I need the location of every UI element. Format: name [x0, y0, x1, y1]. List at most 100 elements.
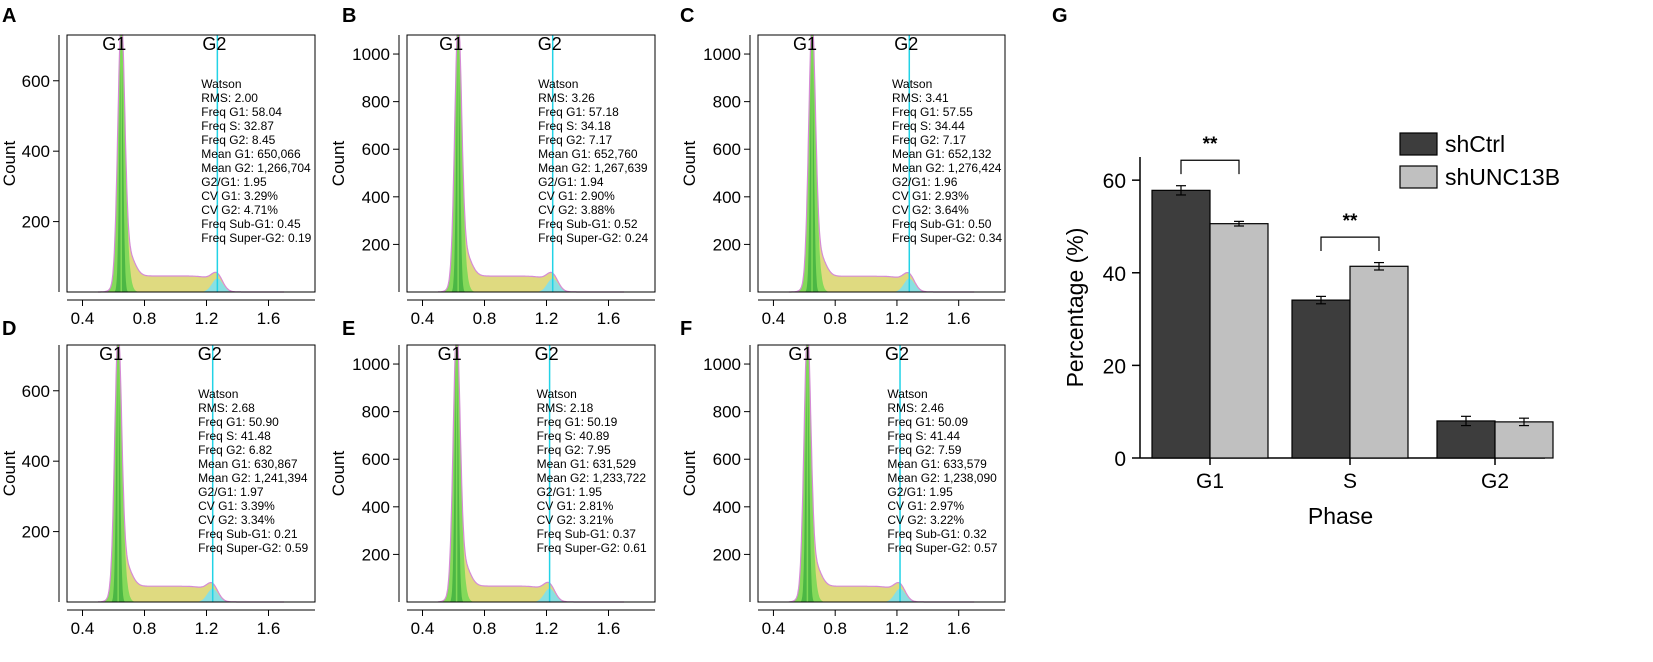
x-tick-label: 0.8	[823, 309, 847, 328]
stats-line: Freq Sub-G1: 0.52	[538, 217, 638, 231]
bar-shunc13b-s	[1349, 265, 1409, 459]
x-tick-label: 0.8	[473, 619, 497, 638]
bar-chart-g: 0 20 40 60 Percentage (%) G1 S G2 Phase ** ** shCtr…	[1062, 131, 1560, 529]
stats-line: CV G2: 4.71%	[201, 203, 278, 217]
stats-line: Freq G1: 50.19	[537, 415, 618, 429]
stats-line: Watson	[538, 77, 578, 91]
stats-line: G2/G1: 1.95	[201, 175, 267, 189]
stats-line: Mean G1: 633,579	[887, 457, 987, 471]
stats-line: RMS: 3.41	[892, 91, 949, 105]
x-tick-label: 0.8	[133, 619, 157, 638]
y-tick-label: 400	[22, 142, 50, 161]
stats-line: Freq Sub-G1: 0.32	[887, 527, 987, 541]
x-tick-label: 1.6	[257, 619, 281, 638]
y-tick-label: 600	[22, 72, 50, 91]
bar-shunc13b-g2	[1494, 421, 1554, 459]
peak-label-g2: G2	[202, 34, 226, 54]
stats-line: RMS: 2.18	[537, 401, 594, 415]
y-axis-title: Count	[329, 141, 348, 187]
stats-line: Freq Super-G2: 0.24	[538, 231, 648, 245]
histogram-panel-d: G1 G2 0.4 0.8 1.2 1.6 200 400 600 Count WatsonRMS:…	[0, 344, 316, 638]
stats-line: Freq G1: 50.90	[198, 415, 279, 429]
peak-label-g1: G1	[438, 344, 462, 364]
significance-label: **	[1343, 211, 1358, 232]
x-tick-label: 0.4	[411, 309, 435, 328]
stats-line: Watson	[198, 387, 238, 401]
y-tick-label: 400	[362, 188, 390, 207]
x-tick-label: 0.4	[762, 309, 786, 328]
stats-line: Freq S: 41.48	[198, 429, 271, 443]
stats-line: CV G2: 3.22%	[887, 513, 964, 527]
y-tick-label: 1000	[352, 355, 390, 374]
stats-line: G2/G1: 1.96	[892, 175, 958, 189]
stats-line: CV G1: 3.39%	[198, 499, 275, 513]
g-y-tick-label: 0	[1114, 448, 1126, 471]
bar-shctrl-g2	[1436, 420, 1496, 459]
panel-label-a: A	[2, 5, 16, 27]
stats-line: Freq S: 34.18	[538, 119, 611, 133]
x-tick-label: 0.4	[71, 309, 95, 328]
histogram-panel-e: G1 G2 0.4 0.8 1.2 1.6 200 400 600 800 1000 Count Wat…	[329, 344, 656, 638]
g-x-tick-label: S	[1343, 470, 1357, 493]
stats-line: CV G2: 3.21%	[537, 513, 614, 527]
stats-line: Watson	[537, 387, 577, 401]
stats-line: Freq Super-G2: 0.34	[892, 231, 1002, 245]
stats-line: Watson	[892, 77, 932, 91]
peak-label-g2: G2	[538, 34, 562, 54]
histogram-g1-core-b	[438, 47, 624, 293]
g-x-tick-label: G1	[1196, 470, 1224, 493]
stats-line: RMS: 2.46	[887, 401, 944, 415]
y-axis-title: Count	[0, 451, 19, 497]
stats-line: RMS: 2.68	[198, 401, 255, 415]
stats-line: RMS: 2.00	[201, 91, 258, 105]
stats-line: Freq Super-G2: 0.57	[887, 541, 997, 555]
stats-line: Mean G2: 1,233,722	[537, 471, 647, 485]
plot-frame	[406, 34, 656, 293]
y-axis-title: Count	[0, 141, 19, 187]
histogram-g1-core-d	[98, 359, 284, 602]
significance-bracket	[1320, 236, 1380, 252]
stats-line: Watson	[201, 77, 241, 91]
peak-label-g2: G2	[894, 34, 918, 54]
stats-line: CV G1: 2.90%	[538, 189, 615, 203]
x-tick-label: 0.8	[473, 309, 497, 328]
x-tick-label: 1.2	[195, 619, 219, 638]
stats-line: RMS: 3.26	[538, 91, 595, 105]
x-tick-label: 1.2	[885, 309, 909, 328]
stats-line: Freq Sub-G1: 0.45	[201, 217, 301, 231]
bar-shctrl-s	[1291, 299, 1351, 459]
y-tick-label: 400	[713, 188, 741, 207]
stats-line: Mean G1: 652,132	[892, 147, 992, 161]
y-tick-label: 200	[713, 235, 741, 254]
y-tick-label: 1000	[703, 355, 741, 374]
x-tick-label: 0.4	[762, 619, 786, 638]
legend-label-shctrl: shCtrl	[1445, 131, 1505, 157]
panel-label-c: C	[680, 5, 694, 27]
stats-line: Mean G1: 652,760	[538, 147, 638, 161]
panel-label-b: B	[342, 5, 356, 27]
plot-frame	[406, 344, 656, 603]
stats-line: G2/G1: 1.97	[198, 485, 264, 499]
stats-line: Freq S: 32.87	[201, 119, 274, 133]
stats-line: Mean G1: 630,867	[198, 457, 298, 471]
x-tick-label: 0.8	[823, 619, 847, 638]
significance-label: **	[1203, 134, 1218, 155]
stats-line: Freq G2: 7.59	[887, 443, 961, 457]
x-tick-label: 1.6	[257, 309, 281, 328]
stats-line: Freq G2: 7.95	[537, 443, 611, 457]
panel-label-f: F	[680, 318, 692, 340]
y-tick-label: 600	[362, 450, 390, 469]
stats-line: Mean G2: 1,241,394	[198, 471, 308, 485]
stats-line: Freq Sub-G1: 0.21	[198, 527, 298, 541]
peak-label-g1: G1	[99, 344, 123, 364]
stats-line: Mean G1: 650,066	[201, 147, 301, 161]
y-tick-label: 200	[362, 545, 390, 564]
legend-swatch-shunc13b	[1399, 165, 1438, 189]
stats-line: CV G1: 2.97%	[887, 499, 964, 513]
stats-line: Freq G2: 7.17	[538, 133, 612, 147]
y-tick-label: 400	[713, 498, 741, 517]
x-tick-label: 1.6	[597, 619, 621, 638]
significance-bracket	[1180, 159, 1240, 175]
g-y-tick-label: 20	[1103, 355, 1126, 378]
stats-line: Freq S: 41.44	[887, 429, 960, 443]
